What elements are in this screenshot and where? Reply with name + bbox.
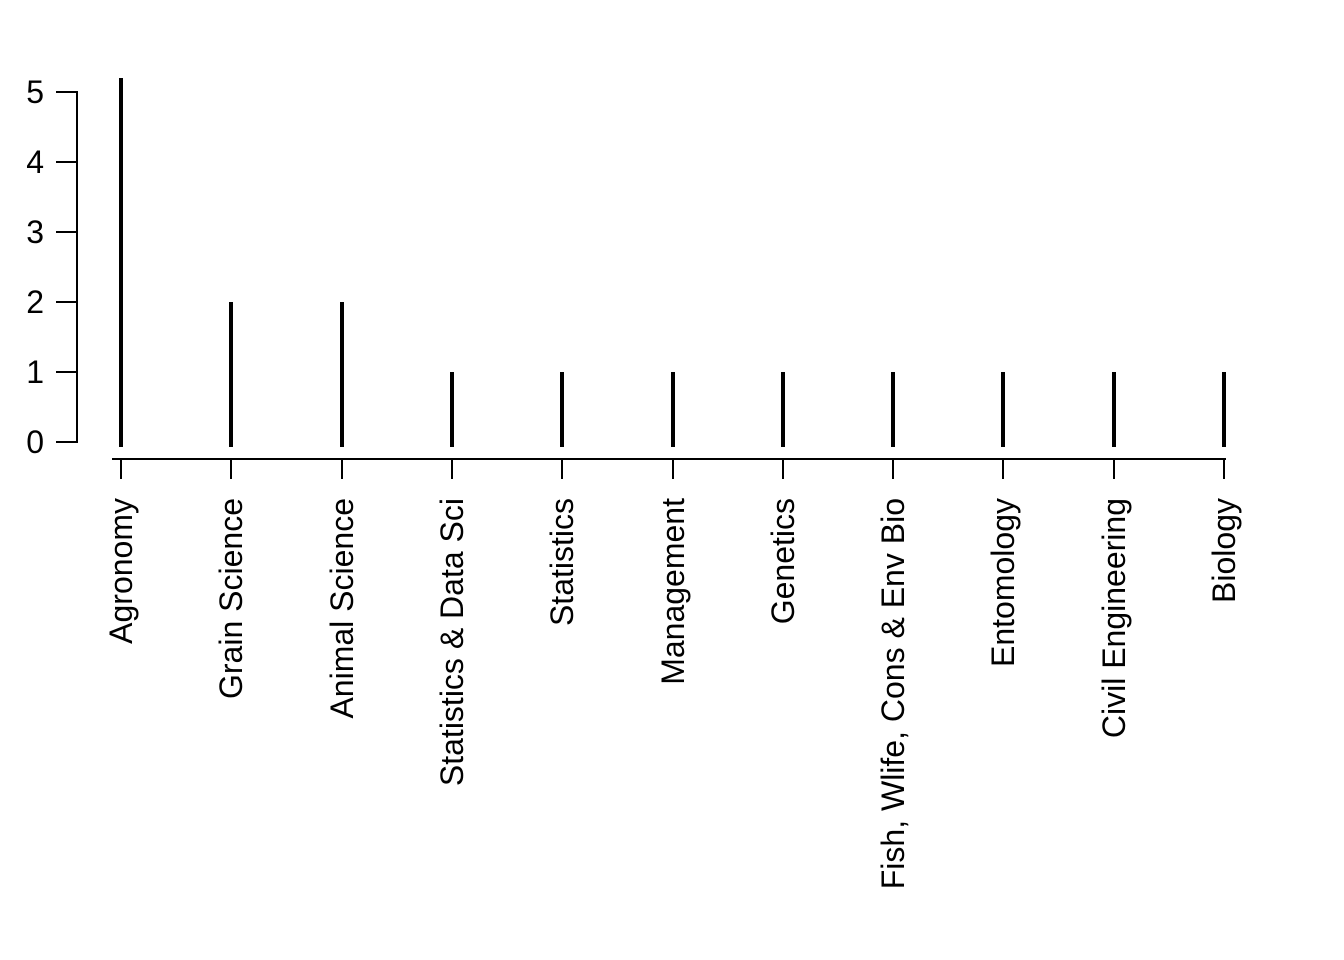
spike — [1222, 372, 1226, 448]
x-tick — [1112, 460, 1115, 480]
y-tick — [56, 90, 76, 93]
x-category-label: Agronomy — [103, 498, 139, 644]
x-tick — [1223, 460, 1225, 480]
x-tick — [230, 460, 233, 480]
spike — [449, 372, 454, 448]
x-category-label: Statistics — [544, 498, 581, 627]
y-tick — [56, 301, 76, 304]
x-tick — [340, 460, 343, 480]
y-tick-label: 2 — [26, 284, 44, 321]
x-tick — [671, 460, 674, 480]
y-tick-label: 4 — [26, 143, 44, 180]
x-category-label: Civil Engineering — [1095, 498, 1132, 739]
x-category-label: Animal Science — [323, 498, 360, 719]
y-tick — [56, 231, 76, 233]
y-tick-label: 0 — [26, 424, 44, 461]
spike — [780, 372, 785, 448]
x-axis-line — [112, 458, 1226, 461]
x-category-label: Entomology — [985, 498, 1022, 667]
x-category-label: Management — [654, 498, 691, 685]
spike — [119, 77, 123, 448]
x-category-label: Genetics — [764, 498, 801, 625]
spike — [670, 372, 675, 448]
x-tick — [561, 460, 564, 480]
x-tick — [1002, 460, 1005, 480]
x-category-label: Grain Science — [213, 498, 250, 699]
y-tick — [56, 160, 76, 163]
y-tick-label: 5 — [26, 73, 44, 110]
y-tick — [56, 441, 76, 444]
spike — [891, 372, 896, 448]
x-tick — [450, 460, 453, 480]
x-tick — [892, 460, 895, 480]
spike — [229, 302, 234, 448]
x-category-label: Fish, Wlife, Cons & Env Bio — [875, 498, 912, 890]
spike — [1001, 372, 1006, 448]
x-tick — [120, 460, 122, 480]
y-axis-line — [76, 90, 78, 444]
spike — [560, 372, 565, 448]
y-tick-label: 3 — [26, 214, 44, 250]
spike — [339, 302, 344, 448]
y-tick-label: 1 — [26, 354, 44, 391]
x-category-label: Biology — [1206, 498, 1242, 603]
spike — [1111, 372, 1116, 448]
x-category-label: Statistics & Data Sci — [433, 498, 470, 787]
y-tick — [56, 371, 76, 374]
x-tick — [781, 460, 784, 480]
